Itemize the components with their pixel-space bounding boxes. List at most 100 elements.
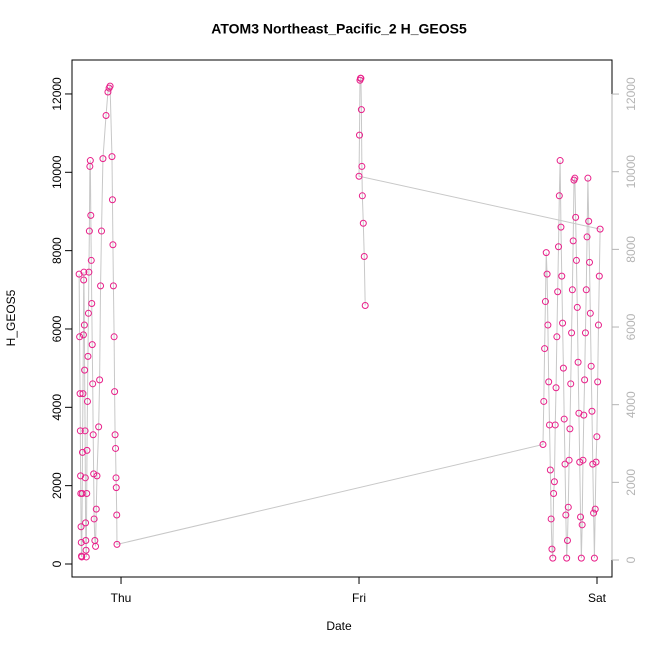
data-point bbox=[557, 223, 565, 231]
y-axis-label: H_GEOS5 bbox=[4, 289, 18, 346]
data-point bbox=[355, 131, 363, 139]
data-point bbox=[98, 227, 106, 235]
data-point bbox=[76, 427, 84, 435]
data-point bbox=[358, 162, 366, 170]
data-point bbox=[540, 397, 548, 405]
data-point bbox=[357, 106, 365, 114]
data-point bbox=[75, 270, 83, 278]
data-point bbox=[596, 225, 604, 233]
data-point bbox=[593, 433, 601, 441]
data-point bbox=[592, 458, 600, 466]
data-point bbox=[560, 415, 568, 423]
data-point bbox=[577, 513, 585, 521]
data-point bbox=[87, 211, 95, 219]
data-point bbox=[81, 427, 89, 435]
y-tick-label: 4000 bbox=[50, 394, 64, 421]
data-point bbox=[548, 545, 556, 553]
data-point bbox=[544, 321, 552, 329]
y2-tick-label: 6000 bbox=[624, 313, 638, 340]
data-point bbox=[586, 309, 594, 317]
y-tick-label: 2000 bbox=[50, 472, 64, 499]
data-point bbox=[89, 380, 97, 388]
data-point bbox=[89, 431, 97, 439]
y2-tick-label: 12000 bbox=[624, 77, 638, 111]
x-tick-label: Sat bbox=[588, 591, 607, 605]
data-point bbox=[577, 554, 585, 562]
data-point bbox=[545, 378, 553, 386]
data-point bbox=[92, 542, 100, 550]
data-point bbox=[587, 362, 595, 370]
data-point bbox=[108, 153, 116, 161]
data-point bbox=[561, 460, 569, 468]
data-point bbox=[113, 511, 121, 519]
data-point bbox=[572, 213, 580, 221]
data-point bbox=[82, 546, 90, 554]
data-point bbox=[111, 431, 119, 439]
data-point bbox=[569, 237, 577, 245]
data-point bbox=[88, 341, 96, 349]
data-point bbox=[578, 521, 586, 529]
data-point bbox=[86, 157, 94, 165]
data-point bbox=[92, 505, 100, 513]
data-point bbox=[111, 388, 119, 396]
data-point bbox=[104, 88, 112, 96]
data-point bbox=[97, 282, 105, 290]
data-point bbox=[567, 380, 575, 388]
data-point bbox=[558, 272, 566, 280]
y2-tick-label: 8000 bbox=[624, 236, 638, 263]
data-point bbox=[81, 366, 89, 374]
data-point bbox=[95, 423, 103, 431]
data-point bbox=[110, 333, 118, 341]
data-point bbox=[83, 489, 91, 497]
data-point bbox=[546, 466, 554, 474]
data-point bbox=[106, 82, 114, 90]
data-point bbox=[584, 174, 592, 182]
x-tick-label: Fri bbox=[352, 591, 366, 605]
data-point bbox=[87, 256, 95, 264]
data-point bbox=[81, 474, 89, 482]
y2-tick-label: 4000 bbox=[624, 391, 638, 418]
data-point bbox=[579, 456, 587, 464]
data-point bbox=[555, 192, 563, 200]
data-point bbox=[85, 227, 93, 235]
data-point bbox=[562, 511, 570, 519]
data-point bbox=[551, 421, 559, 429]
data-point bbox=[550, 489, 558, 497]
data-point bbox=[85, 268, 93, 276]
data-point bbox=[591, 505, 599, 513]
data-point bbox=[83, 446, 91, 454]
data-point bbox=[78, 448, 86, 456]
data-point bbox=[112, 484, 120, 492]
data-point bbox=[78, 489, 86, 497]
data-point bbox=[563, 536, 571, 544]
data-point bbox=[77, 523, 85, 531]
y-tick-label: 8000 bbox=[50, 237, 64, 264]
data-point bbox=[83, 397, 91, 405]
data-point bbox=[113, 540, 121, 548]
data-point bbox=[594, 321, 602, 329]
data-point bbox=[588, 407, 596, 415]
data-point bbox=[96, 376, 104, 384]
chart-title: ATOM3 Northeast_Pacific_2 H_GEOS5 bbox=[211, 21, 467, 37]
data-point bbox=[595, 272, 603, 280]
data-point bbox=[80, 321, 88, 329]
data-point bbox=[543, 270, 551, 278]
data-point bbox=[583, 233, 591, 241]
data-point bbox=[77, 538, 85, 546]
x-tick-label: Thu bbox=[111, 591, 132, 605]
data-point bbox=[82, 536, 90, 544]
data-point bbox=[580, 411, 588, 419]
data-point bbox=[571, 174, 579, 182]
data-point bbox=[554, 288, 562, 296]
data-point bbox=[559, 364, 567, 372]
data-point bbox=[79, 331, 87, 339]
data-point bbox=[550, 478, 558, 486]
data-point bbox=[84, 309, 92, 317]
data-point bbox=[77, 472, 85, 480]
data-point bbox=[539, 441, 547, 449]
data-point bbox=[82, 553, 90, 561]
data-point bbox=[360, 253, 368, 261]
data-point bbox=[76, 333, 84, 341]
